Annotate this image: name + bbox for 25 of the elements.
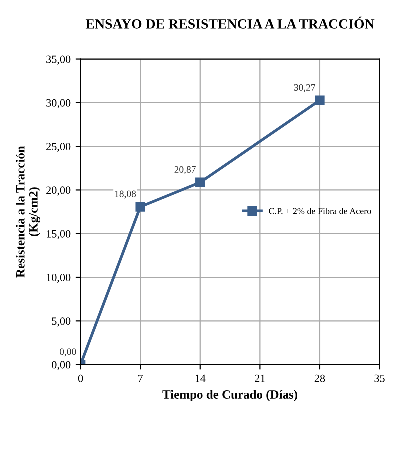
y-tick-label: 20,00	[46, 186, 71, 196]
y-axis-title: Resistencia a la Tracción (Kg/cm2)	[16, 146, 41, 278]
chart-title: ENSAYO DE RESISTENCIA A LA TRACCIÓN	[86, 16, 375, 29]
data-label: 0,00	[60, 348, 76, 357]
y-tick-label: 10,00	[47, 274, 71, 284]
data-label: 18,08	[115, 190, 136, 199]
point	[136, 202, 146, 212]
point	[315, 96, 325, 106]
y-tick-label: 5,00	[52, 318, 71, 327]
y-tick-label: 25,00	[46, 143, 71, 152]
x-tick-label: 35	[374, 374, 385, 382]
data-label: 20,87	[174, 166, 196, 174]
x-tick-label: 28	[314, 374, 326, 382]
x-tick-label: 21	[255, 374, 266, 382]
x-tick-label: 0	[78, 374, 84, 382]
x-tick-label: 7	[138, 374, 144, 382]
point	[196, 178, 206, 188]
x-axis-title: Tiempo de Curado (Días)	[162, 390, 298, 402]
data-label: 30,27	[294, 84, 316, 92]
x-tick-label: 14	[196, 374, 206, 382]
y-tick-label: 0,00	[52, 361, 71, 370]
y-tick-label: 35,00	[46, 56, 71, 65]
y-tick-label: 15,00	[47, 230, 71, 240]
y-tick-label: 30,00	[46, 99, 71, 108]
legend-label: C.P. + 2% de Fibra de Acero	[269, 208, 372, 214]
